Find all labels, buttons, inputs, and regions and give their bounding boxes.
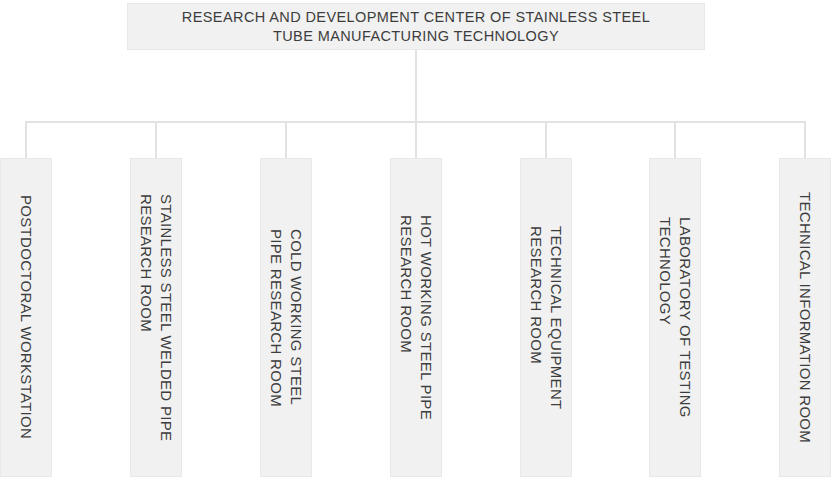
dept-box-postdoctoral-workstation: POSTDOCTORAL WORKSTATION (0, 158, 52, 477)
root-node-box: RESEARCH AND DEVELOPMENT CENTER OF STAIN… (127, 3, 705, 50)
dept-label-line: RESEARCH ROOM (526, 226, 546, 410)
connector-drop (674, 123, 676, 158)
dept-label: HOT WORKING STEEL PIPE RESEARCH ROOM (396, 215, 436, 420)
connector-stem (415, 50, 417, 122)
dept-label-line: POSTDOCTORAL WORKSTATION (16, 195, 36, 439)
dept-box-hot-working-steel-pipe: HOT WORKING STEEL PIPE RESEARCH ROOM (390, 158, 442, 477)
org-chart: RESEARCH AND DEVELOPMENT CENTER OF STAIN… (0, 0, 835, 479)
dept-label-line: TECHNICAL INFORMATION ROOM (795, 192, 815, 443)
dept-label-line: RESEARCH ROOM (136, 194, 156, 441)
connector-drop (415, 123, 417, 158)
dept-label-line: RESEARCH ROOM (396, 215, 416, 420)
dept-label: TECHNICAL EQUIPMENT RESEARCH ROOM (526, 226, 566, 410)
connector-drop (285, 123, 287, 158)
connector-drop (25, 123, 27, 158)
dept-label-line: HOT WORKING STEEL PIPE (416, 215, 436, 420)
connector-drop (545, 123, 547, 158)
dept-box-cold-working-steel-pipe: COLD WORKING STEEL PIPE RESEARCH ROOM (260, 158, 312, 477)
dept-label: COLD WORKING STEEL PIPE RESEARCH ROOM (266, 229, 306, 407)
dept-label-line: STAINLESS STEEL WELDED PIPE (156, 194, 176, 441)
dept-box-technical-equipment: TECHNICAL EQUIPMENT RESEARCH ROOM (520, 158, 572, 477)
dept-label: LABORATORY OF TESTING TECHNOLOGY (655, 217, 695, 418)
dept-box-stainless-steel-welded-pipe: STAINLESS STEEL WELDED PIPE RESEARCH ROO… (130, 158, 182, 477)
connector-drop (804, 123, 806, 158)
root-node-title: RESEARCH AND DEVELOPMENT CENTER OF STAIN… (182, 8, 650, 46)
dept-label-line: LABORATORY OF TESTING (675, 217, 695, 418)
dept-label-line: TECHNICAL EQUIPMENT (546, 226, 566, 410)
root-title-line-1: RESEARCH AND DEVELOPMENT CENTER OF STAIN… (182, 8, 650, 27)
dept-box-technical-information: TECHNICAL INFORMATION ROOM (779, 158, 831, 477)
dept-label-line: PIPE RESEARCH ROOM (266, 229, 286, 407)
connector-drop (155, 123, 157, 158)
dept-label-line: TECHNOLOGY (655, 217, 675, 418)
dept-label: STAINLESS STEEL WELDED PIPE RESEARCH ROO… (136, 194, 176, 441)
dept-label: TECHNICAL INFORMATION ROOM (795, 192, 815, 443)
dept-label: POSTDOCTORAL WORKSTATION (16, 195, 36, 439)
root-title-line-2: TUBE MANUFACTURING TECHNOLOGY (182, 27, 650, 46)
dept-box-laboratory-of-testing: LABORATORY OF TESTING TECHNOLOGY (649, 158, 701, 477)
dept-label-line: COLD WORKING STEEL (286, 229, 306, 407)
